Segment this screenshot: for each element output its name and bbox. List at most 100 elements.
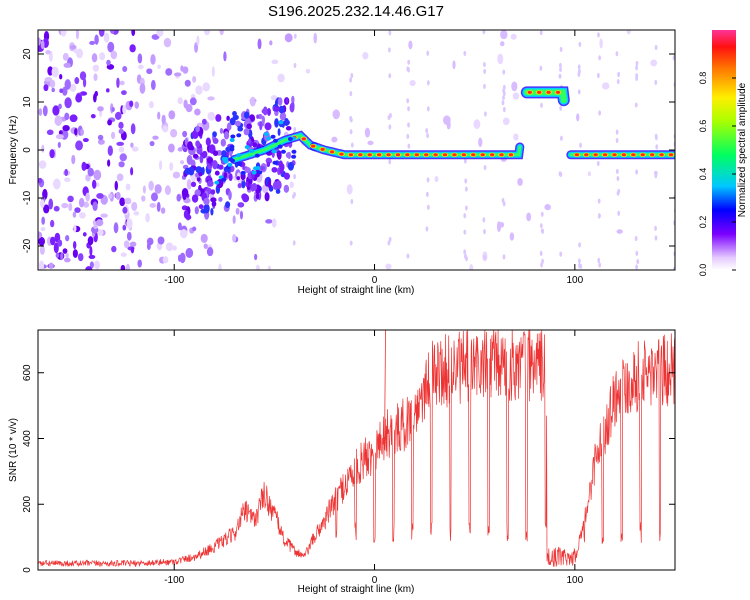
noise-blob bbox=[94, 34, 99, 45]
noise-blob bbox=[120, 252, 127, 257]
noise-blob bbox=[426, 50, 430, 56]
noise-blob bbox=[62, 52, 69, 61]
noise-blob bbox=[283, 172, 290, 180]
ridge-hotspot bbox=[489, 153, 495, 157]
noise-blob bbox=[539, 30, 543, 36]
noise-blob bbox=[137, 64, 144, 70]
noise-blob bbox=[74, 128, 78, 136]
noise-blob bbox=[559, 251, 563, 257]
noise-blob bbox=[350, 198, 354, 205]
noise-blob bbox=[274, 118, 279, 128]
noise-blob bbox=[285, 97, 289, 104]
noise-blob bbox=[275, 188, 281, 194]
noise-blob bbox=[243, 111, 250, 119]
ridge-blob bbox=[221, 177, 227, 182]
noise-blob bbox=[499, 221, 505, 228]
noise-blob bbox=[194, 189, 201, 197]
ridge-blob bbox=[280, 149, 286, 154]
noise-blob bbox=[215, 114, 222, 122]
noise-blob bbox=[349, 117, 353, 123]
noise-blob bbox=[512, 92, 520, 100]
noise-blob bbox=[130, 123, 136, 135]
noise-blob bbox=[277, 150, 282, 160]
noise-blob bbox=[92, 201, 98, 212]
noise-blob bbox=[131, 146, 139, 152]
noise-blob bbox=[177, 254, 182, 262]
noise-blob bbox=[116, 141, 125, 146]
noise-blob bbox=[615, 168, 619, 175]
ridge-hotspot bbox=[668, 153, 674, 157]
noise-blob bbox=[89, 261, 94, 269]
noise-blob bbox=[540, 211, 544, 217]
noise-blob bbox=[126, 218, 133, 229]
noise-blob bbox=[146, 242, 151, 251]
noise-blob bbox=[64, 79, 71, 90]
noise-blob bbox=[212, 150, 219, 157]
noise-blob bbox=[122, 66, 128, 72]
noise-blob bbox=[106, 59, 111, 66]
ridge-hotspot bbox=[631, 153, 636, 157]
noise-blob bbox=[130, 142, 134, 148]
ridge-hotspot bbox=[574, 153, 580, 157]
noise-blob bbox=[264, 122, 272, 131]
noise-blob bbox=[57, 239, 63, 247]
noise-blob bbox=[266, 107, 271, 116]
noise-blob bbox=[635, 250, 639, 256]
noise-blob bbox=[388, 124, 392, 130]
noise-blob bbox=[122, 206, 128, 214]
ridge-blob bbox=[223, 156, 229, 161]
noise-blob bbox=[118, 121, 124, 129]
noise-blob bbox=[577, 89, 581, 95]
noise-blob bbox=[125, 263, 130, 270]
noise-blob bbox=[63, 257, 71, 263]
noise-blob bbox=[388, 30, 392, 36]
noise-blob bbox=[187, 141, 193, 151]
ridge-blob bbox=[271, 149, 277, 154]
noise-blob bbox=[599, 38, 603, 49]
noise-blob bbox=[501, 100, 505, 106]
spectrogram-x-ticks: -100 0 100 bbox=[164, 30, 584, 286]
noise-blob bbox=[50, 219, 55, 228]
noise-blob bbox=[98, 30, 105, 37]
noise-blob bbox=[74, 77, 80, 85]
ridge-hotspot bbox=[546, 90, 551, 94]
noise-blob bbox=[672, 55, 675, 61]
noise-blob bbox=[81, 161, 87, 171]
noise-blob bbox=[293, 174, 297, 180]
noise-blob bbox=[500, 41, 505, 47]
noise-blob bbox=[177, 147, 183, 152]
noise-blob bbox=[62, 125, 70, 132]
noise-blob bbox=[237, 182, 242, 189]
noise-blob bbox=[210, 197, 217, 203]
noise-blob bbox=[511, 81, 518, 92]
noise-blob bbox=[205, 137, 211, 147]
noise-blob bbox=[145, 213, 150, 223]
noise-blob bbox=[270, 95, 278, 101]
noise-blob bbox=[203, 30, 211, 36]
ridge-blob bbox=[214, 180, 220, 185]
noise-blob bbox=[133, 211, 140, 216]
noise-blob bbox=[65, 252, 69, 258]
noise-blob bbox=[70, 44, 77, 50]
noise-blob bbox=[367, 140, 374, 146]
noise-blob bbox=[164, 185, 171, 196]
noise-blob bbox=[526, 212, 532, 222]
ridge-blob bbox=[272, 138, 278, 143]
noise-blob bbox=[39, 199, 45, 209]
noise-blob bbox=[406, 66, 410, 72]
noise-blob bbox=[53, 205, 60, 212]
spectrogram-ridge bbox=[214, 86, 675, 185]
noise-blob bbox=[483, 254, 487, 260]
noise-blob bbox=[349, 91, 353, 97]
noise-blob bbox=[137, 259, 142, 268]
noise-blob bbox=[60, 252, 64, 261]
ridge-blob bbox=[240, 170, 246, 175]
noise-blob bbox=[463, 229, 467, 235]
noise-blob bbox=[97, 106, 104, 112]
noise-blob bbox=[616, 78, 620, 85]
noise-blob bbox=[513, 133, 519, 141]
spectrogram-speckle bbox=[38, 30, 675, 270]
colorbar: 0.0 0.2 0.4 0.6 0.8 Normalized spectral ampl… bbox=[698, 30, 748, 276]
noise-blob bbox=[62, 248, 68, 254]
